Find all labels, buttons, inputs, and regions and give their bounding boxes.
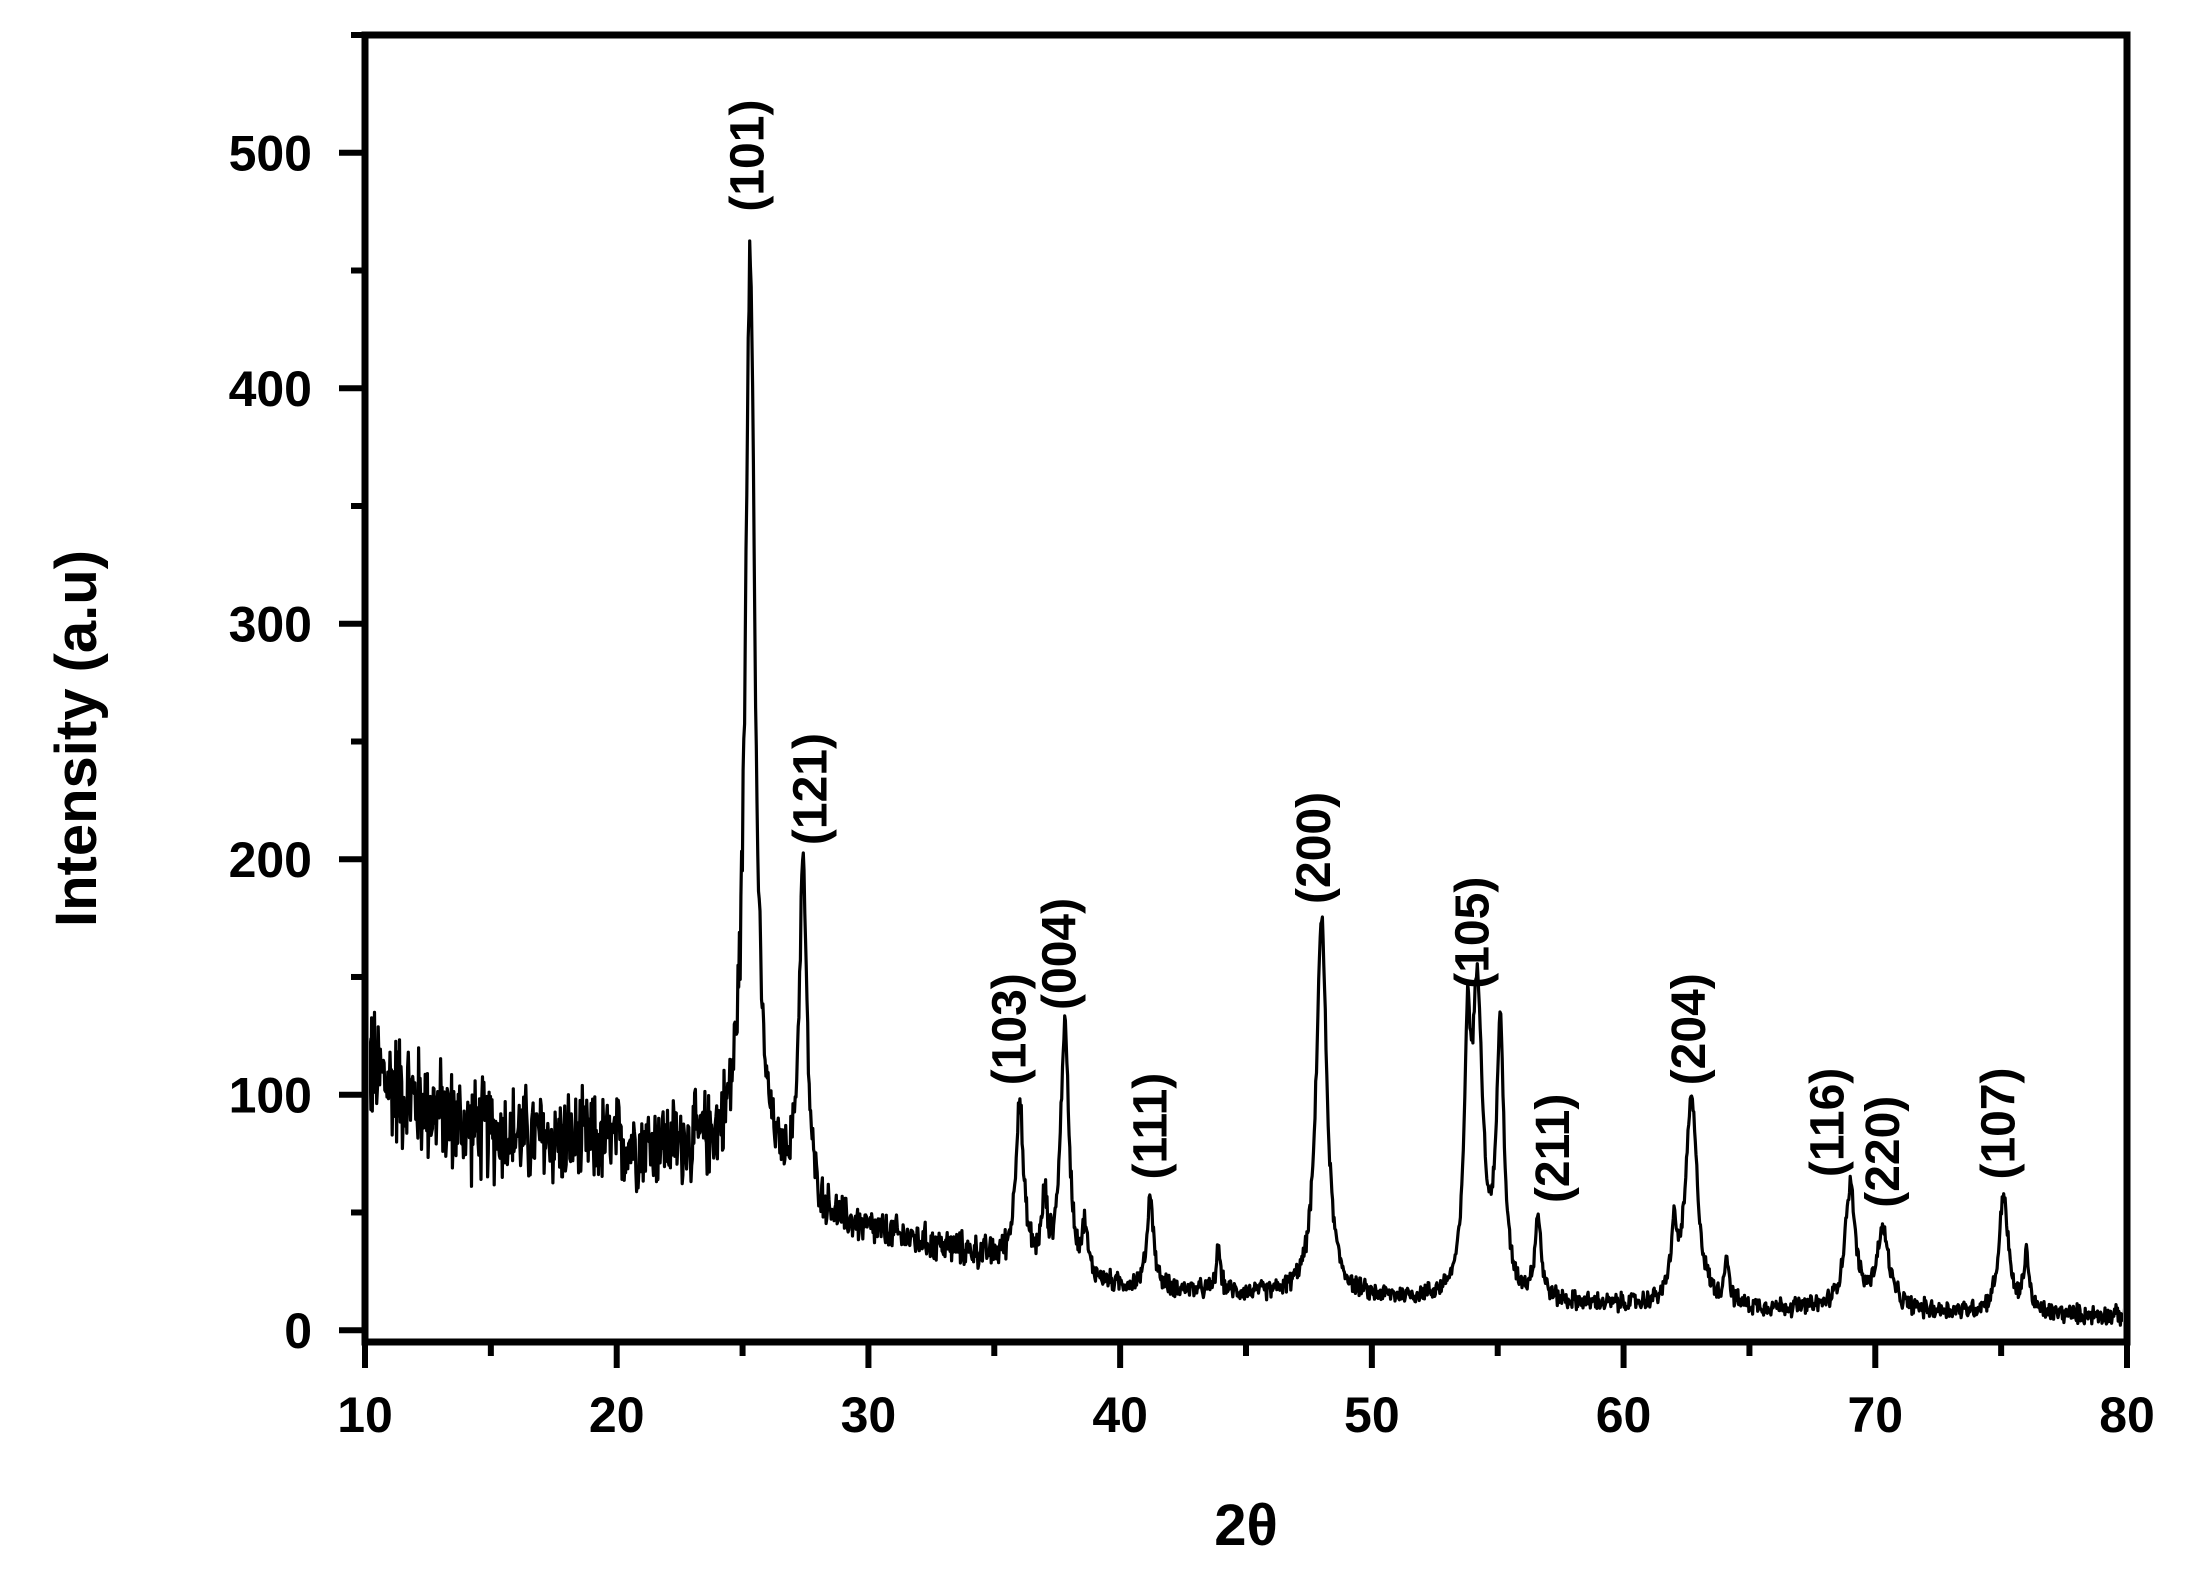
x-tick-label: 80	[2099, 1387, 2155, 1443]
x-axis: 10 20 30 40 50 60 70 80	[337, 1342, 2155, 1443]
plot-area	[369, 239, 2123, 1327]
y-tick-label: 200	[229, 832, 312, 888]
x-tick-label: 10	[337, 1387, 393, 1443]
y-tick-label: 100	[229, 1068, 312, 1124]
y-tick-label: 300	[229, 597, 312, 653]
x-tick-label: 30	[841, 1387, 897, 1443]
peak-label: (204)	[1663, 973, 1716, 1085]
peak-label: (211)	[1527, 1094, 1580, 1203]
x-tick-label: 60	[1596, 1387, 1652, 1443]
peak-label: (101)	[722, 100, 775, 212]
peak-label: (111)	[1124, 1073, 1177, 1180]
peak-label: (105)	[1447, 877, 1500, 989]
peak-label: (116)	[1801, 1068, 1854, 1177]
y-tick-label: 500	[229, 126, 312, 182]
peak-label: (121)	[785, 733, 838, 845]
peak-label: (220)	[1857, 1096, 1910, 1208]
peak-annotations: (101) (121) (103)(004) (111) (200) (105) (211)…	[722, 100, 2026, 1208]
diffraction-pattern-line	[369, 239, 2123, 1327]
peak-label: (200)	[1288, 792, 1341, 904]
y-axis-title: Intensity (a.u)	[44, 550, 109, 927]
y-tick-label: 400	[229, 361, 312, 417]
x-tick-label: 70	[1847, 1387, 1903, 1443]
y-axis: 0 100 200 300 400 500	[229, 32, 365, 1359]
x-tick-label: 40	[1092, 1387, 1148, 1443]
x-tick-label: 50	[1344, 1387, 1400, 1443]
y-tick-label: 0	[284, 1303, 312, 1359]
peak-label: (107)	[1973, 1067, 2026, 1179]
x-axis-title: 2θ	[1214, 1493, 1278, 1558]
peak-label: (103)	[983, 973, 1036, 1085]
x-tick-label: 20	[589, 1387, 645, 1443]
peak-label: (004)	[1034, 898, 1087, 1010]
